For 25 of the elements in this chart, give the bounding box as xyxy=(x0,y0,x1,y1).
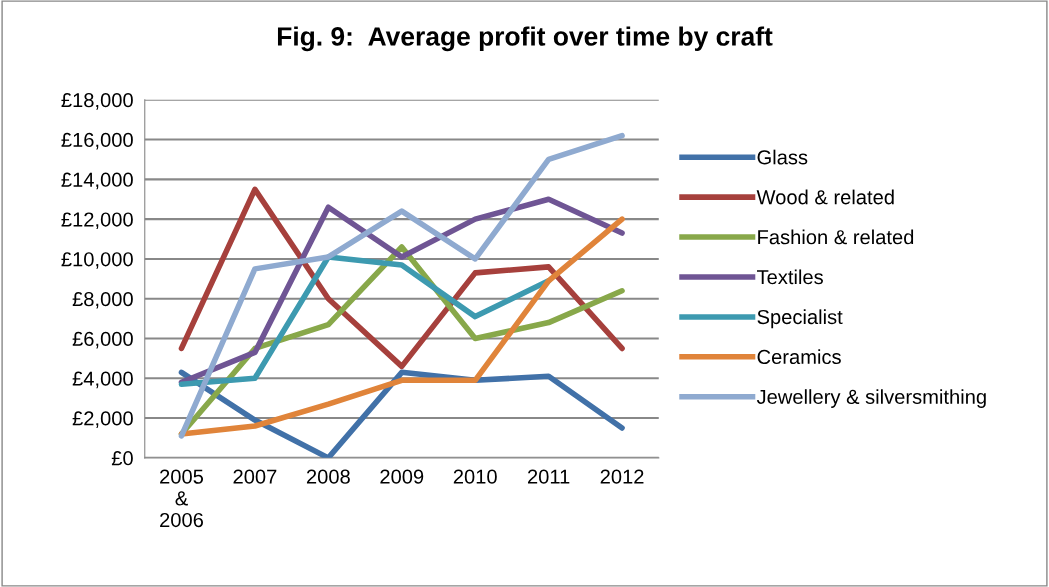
legend-label: Specialist xyxy=(757,309,843,329)
y-tick-label: £12,000 xyxy=(61,212,133,230)
y-tick-label: £0 xyxy=(111,451,133,466)
y-tick-label: £18,000 xyxy=(61,93,133,110)
x-tick-label: 2005 & 2006 xyxy=(160,469,204,528)
x-tick-label: 2010 xyxy=(453,469,497,484)
x-tick-label: 2011 xyxy=(527,469,570,484)
y-tick-label: £14,000 xyxy=(61,172,133,190)
x-tick-label: 2008 xyxy=(306,469,350,484)
y-tick-label: £4,000 xyxy=(72,371,133,389)
x-tick-label: 2007 xyxy=(233,469,277,484)
y-tick-label: £10,000 xyxy=(61,252,133,269)
x-tick-label: 2009 xyxy=(380,469,424,484)
y-tick-label: £2,000 xyxy=(72,411,133,428)
chart-title: Fig. 9: Average profit over time by craft xyxy=(277,26,773,52)
legend-label: Jewellery & silversmithing xyxy=(756,389,986,408)
legend-label: Ceramics xyxy=(757,349,841,365)
y-tick-label: £8,000 xyxy=(72,291,133,309)
legend-label: Fashion & related xyxy=(758,229,914,245)
legend-label: Glass xyxy=(757,149,808,165)
x-tick-label: 2012 xyxy=(600,469,644,484)
legend-label: Textiles xyxy=(757,269,823,285)
y-tick-label: £6,000 xyxy=(72,331,133,349)
legend-label: Wood & related xyxy=(756,189,894,205)
y-tick-label: £16,000 xyxy=(61,132,133,150)
